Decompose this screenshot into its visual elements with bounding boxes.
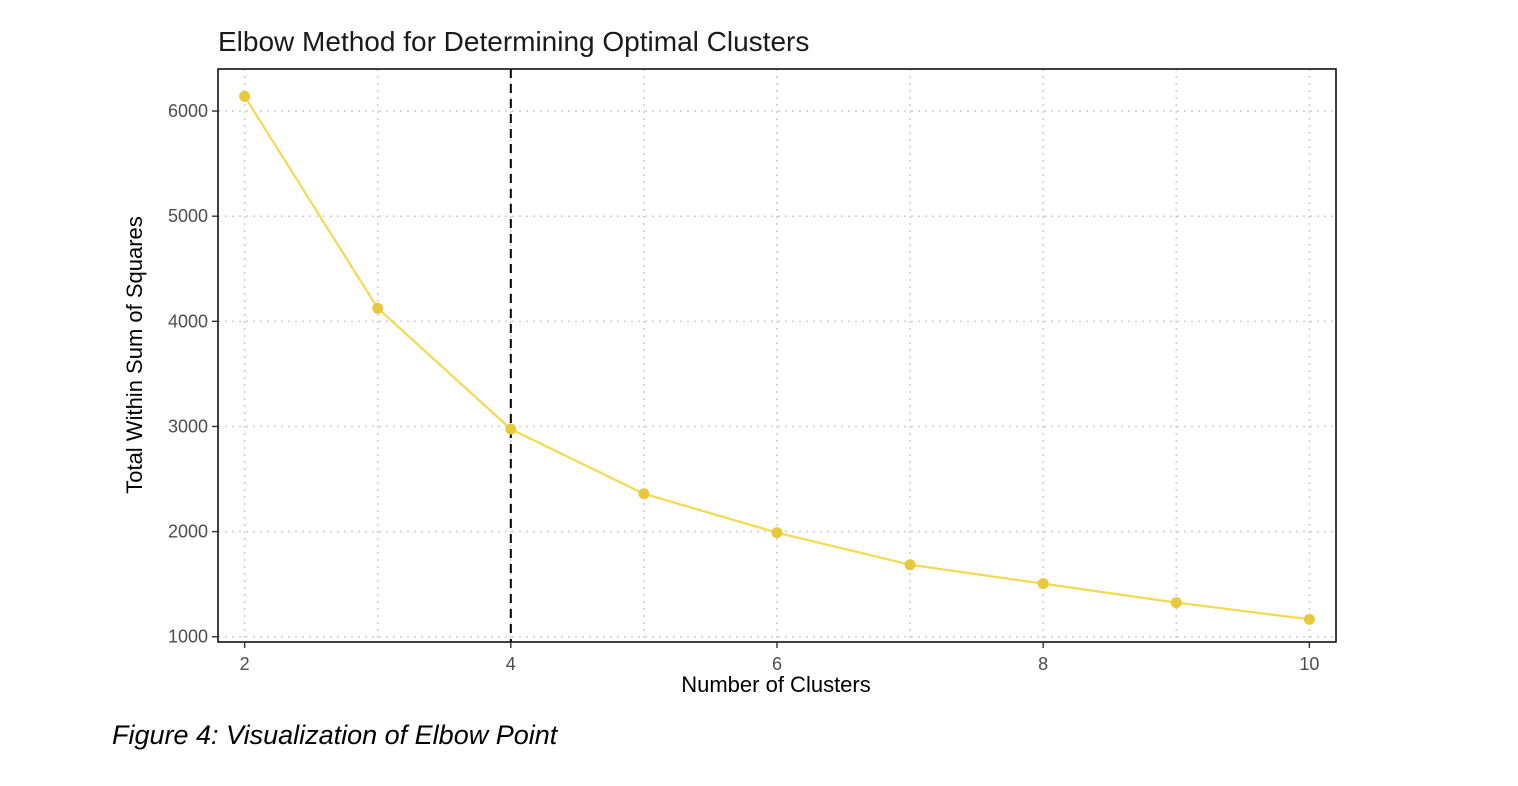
data-point: [904, 559, 916, 571]
x-tick-label: 10: [1299, 654, 1319, 674]
elbow-chart: Elbow Method for Determining Optimal Clu…: [122, 26, 1337, 697]
x-tick-label: 2: [240, 654, 250, 674]
y-tick-label: 5000: [168, 206, 208, 226]
axis-ticks: 2 4 6 8 10 1000 2000 3000 4000 5000 6000: [168, 101, 1319, 674]
data-point: [1037, 578, 1049, 590]
data-point: [1303, 613, 1315, 625]
y-tick-label: 3000: [168, 416, 208, 436]
data-point: [372, 302, 384, 314]
data-point: [771, 527, 783, 539]
figure-caption: Figure 4: Visualization of Elbow Point: [112, 720, 558, 750]
y-tick-label: 6000: [168, 101, 208, 121]
y-axis-label: Total Within Sum of Squares: [122, 216, 147, 494]
data-point: [1170, 597, 1182, 609]
y-tick-label: 2000: [168, 522, 208, 542]
x-tick-label: 6: [772, 654, 782, 674]
data-point: [505, 423, 517, 435]
chart-title: Elbow Method for Determining Optimal Clu…: [218, 26, 809, 57]
y-tick-label: 1000: [168, 627, 208, 647]
data-point: [239, 90, 251, 102]
x-tick-label: 8: [1038, 654, 1048, 674]
x-axis-label: Number of Clusters: [681, 672, 871, 697]
x-tick-label: 4: [506, 654, 516, 674]
y-tick-label: 4000: [168, 311, 208, 331]
series-layer: [239, 90, 1315, 625]
grid-lines: [218, 69, 1336, 642]
data-point: [638, 488, 650, 500]
